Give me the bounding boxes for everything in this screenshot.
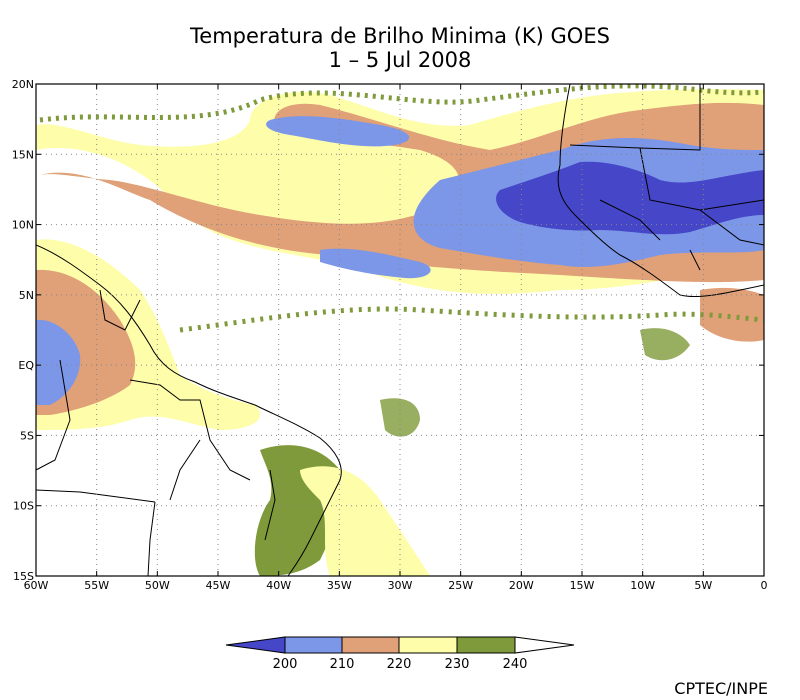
lon-label: 30W xyxy=(388,579,413,592)
cloud-patch-west xyxy=(266,116,410,147)
longitude-labels: 60W 55W 50W 45W 40W 35W 30W 25W 20W 15W 10W 5W 0 xyxy=(24,579,768,592)
colorbar-label: 220 xyxy=(387,657,412,672)
colorbar-bin-230-240 xyxy=(456,636,516,654)
colorbar-low-arrow xyxy=(225,636,286,654)
lon-label: 45W xyxy=(206,579,231,592)
colorbar-high-arrow xyxy=(514,636,575,654)
colorbar-bin-220-230 xyxy=(398,636,458,654)
lon-label: 25W xyxy=(448,579,473,592)
latitude-labels: 20N 15N 10N 5N EQ 5S 10S 15S xyxy=(12,78,35,583)
graticule xyxy=(36,84,764,576)
cloud-guinea-coast xyxy=(700,287,764,342)
lon-label: 50W xyxy=(145,579,170,592)
lon-label: 55W xyxy=(84,579,109,592)
lon-label: 0 xyxy=(761,579,768,592)
colorbar-label: 230 xyxy=(445,657,470,672)
cloud-fringe-green-south xyxy=(179,306,764,333)
lon-label: 20W xyxy=(509,579,534,592)
lon-label: 40W xyxy=(266,579,291,592)
south-america-borders xyxy=(36,289,276,576)
lon-label: 10W xyxy=(630,579,655,592)
cloud-band-coldest xyxy=(496,161,764,235)
axis-ticks xyxy=(35,83,765,577)
cloud-patch-mid xyxy=(320,248,431,279)
credit-label: CPTEC/INPE xyxy=(674,679,768,698)
lon-label: 60W xyxy=(24,579,49,592)
map-subtitle-date: 1 – 5 Jul 2008 xyxy=(328,48,472,72)
colorbar-bin-210-220 xyxy=(341,636,400,654)
cloud-brazil-coast-yellow xyxy=(300,466,430,576)
lat-label: 5N xyxy=(19,289,34,302)
map-title: Temperatura de Brilho Minima (K) GOES xyxy=(190,24,610,48)
africa-borders xyxy=(569,84,764,271)
lat-label: EQ xyxy=(18,359,34,372)
lon-label: 35W xyxy=(327,579,352,592)
lat-label: 10S xyxy=(13,500,34,513)
lat-label: 10N xyxy=(12,219,34,232)
temperature-field xyxy=(36,84,764,576)
colorbar-label: 210 xyxy=(330,657,355,672)
cloud-speckle-atlantic xyxy=(380,398,420,437)
lat-label: 15S xyxy=(13,570,34,583)
colorbar-label: 240 xyxy=(503,657,528,672)
lon-label: 15W xyxy=(570,579,595,592)
cloud-speckle-east xyxy=(640,328,690,361)
lat-label: 20N xyxy=(12,78,34,91)
lon-label: 5W xyxy=(694,579,712,592)
lat-label: 15N xyxy=(12,148,34,161)
lat-label: 5S xyxy=(20,429,34,442)
colorbar-bin-200-210 xyxy=(284,636,343,654)
south-america-coast xyxy=(36,244,342,576)
coastlines xyxy=(36,84,764,576)
colorbar: 200 210 220 230 240 xyxy=(225,636,575,672)
africa-coast xyxy=(557,84,764,298)
cloud-amazon-blue xyxy=(36,319,81,405)
colorbar-label: 200 xyxy=(273,657,298,672)
